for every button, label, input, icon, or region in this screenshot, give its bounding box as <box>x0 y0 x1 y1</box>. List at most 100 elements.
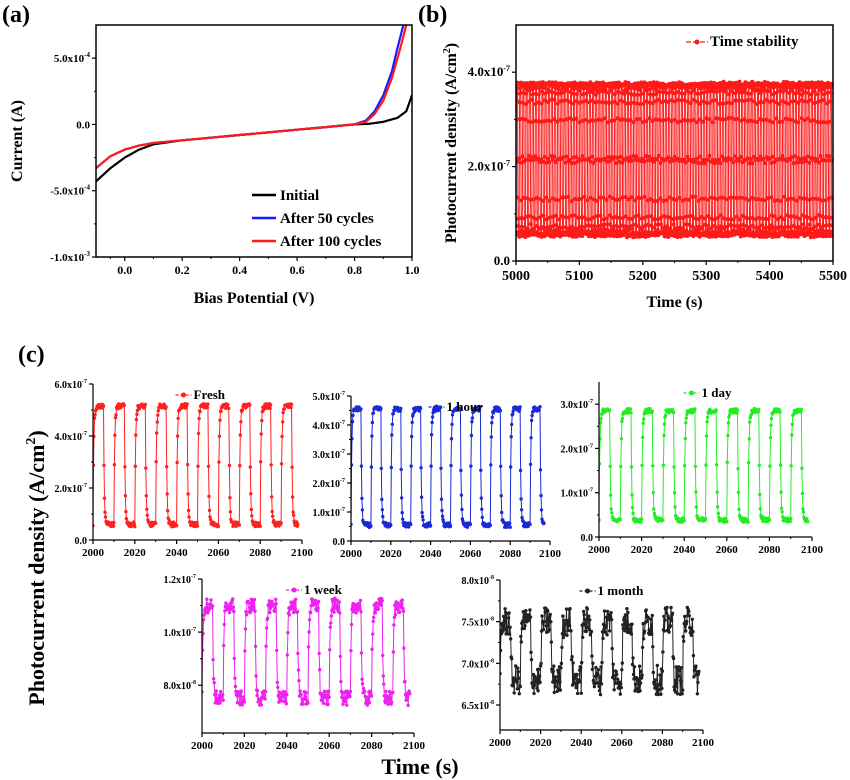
data-point <box>649 214 654 219</box>
data-point <box>276 694 280 698</box>
data-point <box>642 629 647 633</box>
data-point <box>636 224 641 229</box>
data-point <box>794 160 799 165</box>
data-point <box>671 410 676 415</box>
data-point <box>646 616 650 620</box>
data-point <box>818 99 823 104</box>
data-point <box>243 649 247 653</box>
data-point <box>814 224 819 229</box>
data-point <box>569 199 574 203</box>
data-point <box>631 511 635 516</box>
data-point <box>298 689 302 693</box>
data-point <box>535 217 540 221</box>
data-point <box>728 195 733 200</box>
data-point <box>644 608 648 612</box>
data-point <box>701 99 706 104</box>
data-point <box>521 619 525 623</box>
data-point <box>662 629 667 633</box>
data-point <box>116 407 120 411</box>
data-point <box>652 507 656 511</box>
data-point <box>328 625 332 629</box>
data-point <box>738 227 743 232</box>
data-point <box>677 195 682 200</box>
data-point <box>590 88 595 93</box>
data-point <box>387 696 391 700</box>
data-point <box>646 222 651 227</box>
data-point <box>217 460 221 464</box>
x-tick-label-c-1hour: 2060 <box>459 548 482 560</box>
data-point <box>290 606 295 611</box>
data-point <box>607 408 612 412</box>
x-tick-label-c-fresh: 2100 <box>291 547 314 559</box>
data-point <box>250 514 254 518</box>
data-point <box>421 518 425 522</box>
axes-frame-a <box>95 24 413 258</box>
data-point <box>620 416 625 421</box>
data-point <box>745 156 750 161</box>
data-point <box>775 198 780 203</box>
data-point <box>823 198 828 203</box>
data-point <box>266 616 270 620</box>
data-point <box>629 158 634 163</box>
x-tick-label-a: 0.6 <box>290 263 305 277</box>
data-point <box>185 402 189 406</box>
data-point <box>826 196 831 201</box>
legend-label-1: After 50 cycles <box>280 211 374 227</box>
data-point <box>391 690 395 695</box>
data-point <box>379 466 383 471</box>
y-tick-label-b: 0.0 <box>494 253 510 268</box>
data-point <box>569 629 573 633</box>
data-point <box>661 463 666 467</box>
data-point <box>651 670 655 675</box>
data-point <box>565 619 570 623</box>
data-point <box>673 678 677 683</box>
y-axis-label-a: Current (A) <box>9 100 26 182</box>
data-point <box>668 624 673 628</box>
data-point <box>605 633 609 637</box>
data-point <box>658 222 663 227</box>
data-point <box>774 100 779 105</box>
data-point <box>678 227 682 232</box>
data-point <box>604 216 609 221</box>
data-point <box>370 434 374 438</box>
x-tick-label-b: 5100 <box>565 269 593 284</box>
data-point <box>185 462 190 467</box>
data-point <box>114 413 118 417</box>
data-point <box>567 230 572 235</box>
data-point <box>739 98 744 103</box>
data-point <box>594 665 598 670</box>
data-point <box>789 228 794 233</box>
data-point <box>710 120 715 125</box>
data-point <box>747 216 752 221</box>
data-point <box>340 695 344 700</box>
data-point <box>539 119 544 124</box>
data-point <box>813 196 818 201</box>
data-point <box>559 661 564 666</box>
data-point <box>829 215 833 220</box>
data-point <box>615 672 619 677</box>
data-point <box>816 160 821 165</box>
data-point <box>745 119 750 124</box>
data-point <box>671 656 676 661</box>
data-point <box>308 611 313 615</box>
data-point <box>620 661 624 665</box>
data-point <box>816 81 821 86</box>
data-point <box>742 99 747 103</box>
data-point <box>624 230 629 235</box>
data-point <box>693 194 698 199</box>
data-point <box>574 116 579 121</box>
data-point <box>592 197 596 202</box>
data-point <box>608 222 613 227</box>
data-point <box>646 214 650 219</box>
data-point <box>574 92 579 96</box>
data-point <box>754 225 758 230</box>
data-point <box>755 120 760 124</box>
data-point <box>730 89 735 94</box>
data-point <box>226 403 230 407</box>
data-point <box>809 98 814 102</box>
data-point <box>202 618 206 622</box>
data-point <box>763 161 767 165</box>
data-point <box>619 685 623 690</box>
data-point <box>580 154 585 159</box>
data-point <box>815 120 820 124</box>
